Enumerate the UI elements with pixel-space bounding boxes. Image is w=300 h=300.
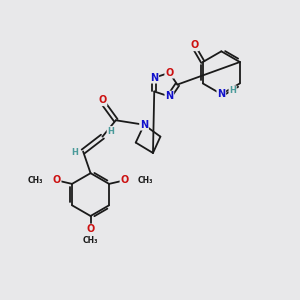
Text: N: N [165,92,173,101]
Text: O: O [98,95,106,105]
Text: O: O [190,40,199,50]
Text: O: O [52,175,61,185]
Text: O: O [165,68,173,78]
Text: CH₃: CH₃ [83,236,98,245]
Text: O: O [120,175,129,185]
Text: N: N [150,73,158,83]
Text: N: N [140,120,148,130]
Text: H: H [107,127,114,136]
Text: H: H [71,148,78,158]
Text: O: O [86,224,95,234]
Text: N: N [217,89,225,99]
Text: H: H [229,86,236,95]
Text: CH₃: CH₃ [28,176,44,185]
Text: CH₃: CH₃ [138,176,153,185]
